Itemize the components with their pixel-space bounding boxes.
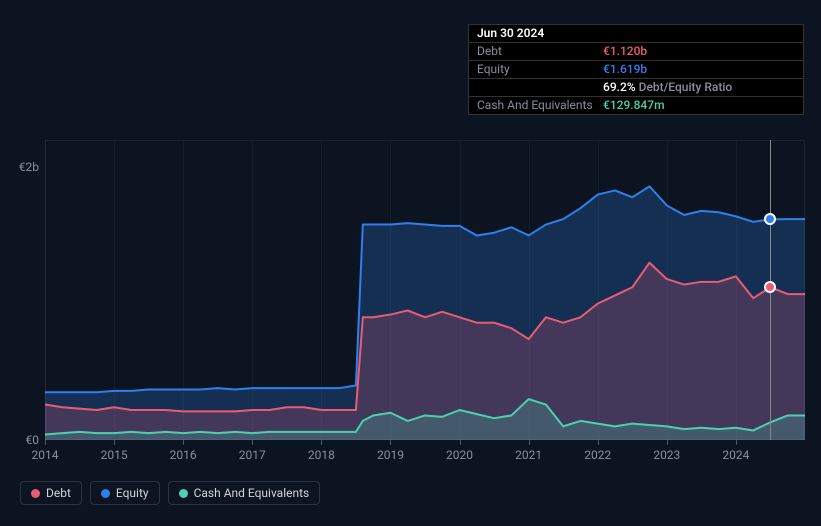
tooltip-title: Jun 30 2024	[477, 25, 603, 42]
hover-marker-debt	[764, 281, 776, 293]
tooltip-row-value: €129.847m	[603, 97, 665, 114]
legend-item-cash[interactable]: Cash And Equivalents	[168, 481, 321, 505]
x-axis-tick: 2019	[377, 448, 404, 462]
tooltip-row-value: €1.619b	[603, 61, 647, 78]
legend-label: Cash And Equivalents	[194, 486, 310, 500]
tooltip-row-label: Equity	[477, 61, 603, 78]
legend-dot-icon	[31, 489, 40, 498]
chart-tooltip: Jun 30 2024 Debt €1.120b Equity €1.619b …	[468, 24, 804, 115]
legend-label: Equity	[116, 486, 149, 500]
x-axis-tick: 2021	[515, 448, 542, 462]
legend-item-debt[interactable]: Debt	[20, 481, 82, 505]
tooltip-row-value: €1.120b	[603, 43, 647, 60]
x-axis-tick: 2024	[722, 448, 749, 462]
legend-dot-icon	[179, 489, 188, 498]
chart-legend: Debt Equity Cash And Equivalents	[20, 481, 320, 505]
legend-item-equity[interactable]: Equity	[90, 481, 160, 505]
tooltip-row-value: 69.2% Debt/Equity Ratio	[603, 79, 732, 96]
x-axis-tick: 2018	[308, 448, 335, 462]
x-axis-tick: 2014	[32, 448, 59, 462]
x-axis-tick: 2017	[239, 448, 266, 462]
x-axis-tick: 2016	[170, 448, 197, 462]
tooltip-row-label: Cash And Equivalents	[477, 97, 603, 114]
x-axis-tick: 2022	[584, 448, 611, 462]
x-axis-tick: 2015	[101, 448, 128, 462]
y-axis-tick: €0	[0, 433, 39, 447]
legend-dot-icon	[101, 489, 110, 498]
chart-plot-area[interactable]	[45, 140, 805, 440]
tooltip-row-label	[477, 79, 603, 96]
legend-label: Debt	[46, 486, 71, 500]
tooltip-row-label: Debt	[477, 43, 603, 60]
y-axis-tick: €2b	[0, 160, 39, 174]
hover-marker-equity	[764, 213, 776, 225]
x-axis-tick: 2020	[446, 448, 473, 462]
x-axis-tick: 2023	[653, 448, 680, 462]
